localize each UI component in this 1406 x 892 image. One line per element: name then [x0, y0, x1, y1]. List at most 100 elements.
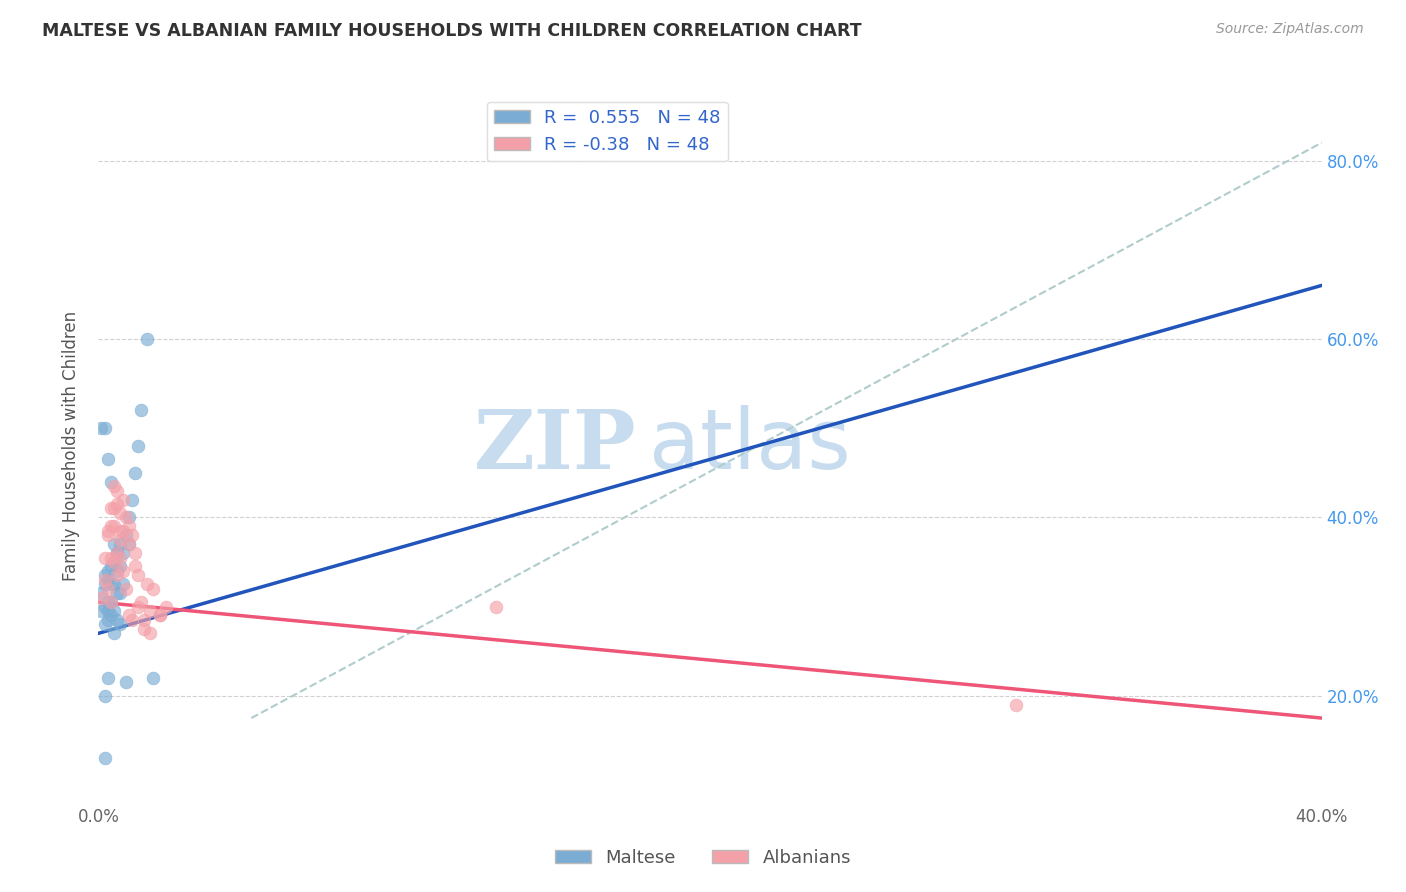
Point [105, 564, 128, 578]
Point [93, 550, 115, 565]
Point [134, 622, 156, 636]
Point [93, 421, 115, 435]
Point [139, 626, 162, 640]
Point [127, 568, 149, 582]
Point [100, 475, 122, 489]
Point [124, 546, 146, 560]
Point [97, 671, 120, 685]
Point [103, 577, 125, 591]
Point [155, 599, 177, 614]
Point [118, 519, 141, 533]
Point [100, 577, 122, 591]
Point [108, 550, 131, 565]
Point [121, 492, 143, 507]
Point [149, 608, 172, 623]
Point [105, 613, 128, 627]
Point [97, 613, 120, 627]
Point [103, 537, 125, 551]
Point [124, 466, 146, 480]
Point [93, 617, 115, 632]
Point [97, 524, 120, 538]
Point [111, 492, 134, 507]
Point [127, 439, 149, 453]
Point [115, 675, 138, 690]
Point [118, 537, 141, 551]
Point [90, 421, 112, 435]
Point [103, 479, 125, 493]
Point [97, 452, 120, 467]
Text: MALTESE VS ALBANIAN FAMILY HOUSEHOLDS WITH CHILDREN CORRELATION CHART: MALTESE VS ALBANIAN FAMILY HOUSEHOLDS WI… [42, 22, 862, 40]
Point [118, 510, 141, 524]
Text: atlas: atlas [650, 406, 851, 486]
Legend: R =  0.555   N = 48, R = -0.38   N = 48: R = 0.555 N = 48, R = -0.38 N = 48 [486, 102, 728, 161]
Point [93, 568, 115, 582]
Point [103, 519, 125, 533]
Point [105, 568, 128, 582]
Point [103, 626, 125, 640]
Point [97, 604, 120, 618]
Point [115, 582, 138, 596]
Point [100, 559, 122, 574]
Point [108, 617, 131, 632]
Point [108, 537, 131, 551]
Point [103, 555, 125, 569]
Point [139, 604, 162, 618]
Point [100, 595, 122, 609]
Point [142, 582, 165, 596]
Point [90, 586, 112, 600]
Text: Source: ZipAtlas.com: Source: ZipAtlas.com [1216, 22, 1364, 37]
Point [124, 559, 146, 574]
Point [93, 577, 115, 591]
Point [100, 595, 122, 609]
Point [100, 501, 122, 516]
Point [97, 564, 120, 578]
Point [108, 586, 131, 600]
Point [93, 599, 115, 614]
Point [149, 608, 172, 623]
Point [100, 519, 122, 533]
Point [118, 608, 141, 623]
Point [105, 546, 128, 560]
Point [105, 497, 128, 511]
Point [127, 599, 149, 614]
Text: ZIP: ZIP [474, 406, 637, 486]
Point [129, 403, 152, 417]
Legend: Maltese, Albanians: Maltese, Albanians [548, 842, 858, 874]
Point [129, 595, 152, 609]
Point [111, 577, 134, 591]
Point [108, 533, 131, 547]
Point [115, 510, 138, 524]
Point [118, 537, 141, 551]
Point [121, 613, 143, 627]
Point [111, 524, 134, 538]
Point [100, 550, 122, 565]
Point [90, 591, 112, 605]
Point [108, 506, 131, 520]
Point [111, 546, 134, 560]
Point [97, 595, 120, 609]
Point [121, 528, 143, 542]
Point [103, 604, 125, 618]
Point [136, 332, 159, 346]
Point [90, 604, 112, 618]
Point [136, 577, 159, 591]
Point [93, 689, 115, 703]
Point [134, 613, 156, 627]
Point [103, 501, 125, 516]
Point [93, 751, 115, 765]
Point [108, 524, 131, 538]
Point [97, 528, 120, 542]
Point [108, 559, 131, 574]
Point [100, 608, 122, 623]
Point [103, 555, 125, 569]
Point [105, 546, 128, 560]
Point [1004, 698, 1026, 712]
Point [115, 528, 138, 542]
Point [93, 573, 115, 587]
Point [142, 671, 165, 685]
Point [105, 586, 128, 600]
Point [97, 573, 120, 587]
Y-axis label: Family Households with Children: Family Households with Children [62, 311, 80, 581]
Point [105, 483, 128, 498]
Point [485, 599, 508, 614]
